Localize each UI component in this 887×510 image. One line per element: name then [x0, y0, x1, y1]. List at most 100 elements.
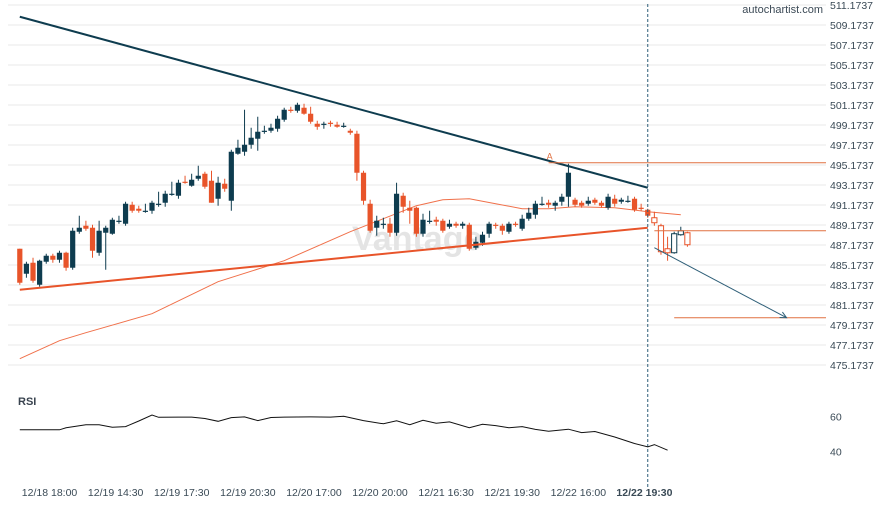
candle-bear — [651, 211, 658, 226]
pattern-overlays: A — [19, 4, 826, 488]
candle-body — [374, 220, 380, 228]
candle-bull — [625, 195, 631, 203]
candle-bull — [486, 221, 492, 238]
candle-bear — [499, 223, 505, 235]
price-axis: 511.1737 509.1737 507.1737 505.1737 503.1737… — [830, 0, 874, 372]
candle-body — [241, 144, 248, 152]
candle-bear — [347, 128, 353, 135]
candle-body — [70, 230, 76, 268]
candle-body — [493, 224, 499, 226]
candle-bear — [314, 120, 320, 130]
candle-bear — [334, 121, 340, 128]
candle-body — [664, 248, 671, 254]
candle-bear — [89, 224, 96, 258]
brand-label[interactable]: autochartist.com — [742, 4, 823, 16]
price-tick-label: 509.1737 — [830, 20, 874, 32]
candle-body — [169, 193, 175, 195]
candle-bull — [552, 200, 558, 211]
candle-body — [116, 220, 122, 222]
candle-body — [499, 225, 505, 231]
candle-bear — [572, 197, 578, 207]
price-tick-label: 499.1737 — [830, 120, 874, 132]
candle-bull — [460, 221, 466, 229]
candle-bull — [506, 221, 512, 234]
candle-body — [552, 202, 558, 206]
candle-bull — [427, 210, 433, 224]
candle-body — [486, 223, 492, 234]
candle-body — [393, 193, 400, 233]
candle-body — [585, 200, 591, 204]
candle-body — [677, 230, 684, 236]
rsi-panel: 60 40 — [19, 411, 842, 459]
candle-body — [380, 223, 386, 225]
candle-bull — [605, 193, 611, 210]
candle-body — [684, 232, 691, 246]
price-tick-label: 489.1737 — [830, 220, 874, 232]
candle-body — [129, 204, 135, 211]
candle-bull — [162, 190, 168, 207]
candle-body — [466, 224, 472, 249]
candle-body — [156, 203, 162, 205]
price-tick-label: 487.1737 — [830, 240, 874, 252]
candle-body — [294, 104, 301, 111]
candle-body — [321, 123, 327, 125]
candle-bull — [142, 203, 148, 213]
price-tick-label: 495.1737 — [830, 160, 874, 172]
candle-body — [347, 130, 353, 133]
trendline-lower — [19, 226, 648, 291]
time-tick-label: 12/22 16:00 — [551, 487, 607, 499]
candle-body — [341, 125, 347, 127]
candle-body — [526, 212, 532, 219]
price-tick-label: 483.1737 — [830, 280, 874, 292]
moving-average — [19, 198, 681, 360]
time-tick-label: 12/20 17:00 — [286, 487, 342, 499]
candle-body — [222, 183, 228, 189]
candle-bull — [255, 116, 261, 151]
candle-body — [479, 234, 486, 243]
rsi-line — [19, 414, 668, 451]
candle-body — [506, 223, 512, 232]
time-tick-label: 12/22 19:30 — [616, 487, 672, 499]
candle-body — [17, 248, 23, 283]
candle-bear — [50, 253, 56, 263]
candle-bull — [341, 122, 347, 128]
candle-bear — [208, 170, 215, 203]
candle-body — [618, 199, 624, 202]
candle-bull — [559, 193, 565, 206]
candle-body — [440, 220, 446, 231]
candle-body — [605, 196, 611, 208]
candle-bull — [519, 214, 525, 231]
candle-body — [308, 113, 314, 122]
trendline-upper — [19, 15, 649, 189]
time-tick-label: 12/19 20:30 — [220, 487, 276, 499]
candles — [17, 102, 691, 287]
candle-bear — [638, 203, 644, 211]
candle-body — [202, 173, 208, 187]
candle-bull — [380, 217, 386, 229]
candle-body — [360, 172, 367, 201]
candle-body — [208, 180, 215, 203]
price-tick-label: 477.1737 — [830, 340, 874, 352]
candle-bull — [248, 127, 254, 149]
candle-body — [420, 219, 426, 234]
candle-body — [539, 203, 545, 205]
candle-bear — [387, 217, 393, 237]
candle-body — [23, 263, 30, 274]
time-tick-label: 12/18 18:00 — [22, 487, 78, 499]
candle-bull — [585, 196, 591, 206]
candle-bull — [195, 165, 201, 181]
candle-bear — [327, 120, 334, 127]
candle-bear — [63, 251, 69, 271]
candle-body — [43, 255, 49, 262]
candle-body — [103, 227, 109, 233]
candle-bull — [56, 250, 63, 263]
candle-body — [30, 262, 36, 281]
candle-bear — [453, 221, 459, 228]
candle-bull — [23, 261, 30, 278]
candle-bear — [598, 200, 605, 208]
candle-body — [413, 207, 419, 234]
price-tick-label: 501.1737 — [830, 100, 874, 112]
time-tick-label: 12/19 14:30 — [88, 487, 144, 499]
candle-body — [175, 182, 182, 196]
